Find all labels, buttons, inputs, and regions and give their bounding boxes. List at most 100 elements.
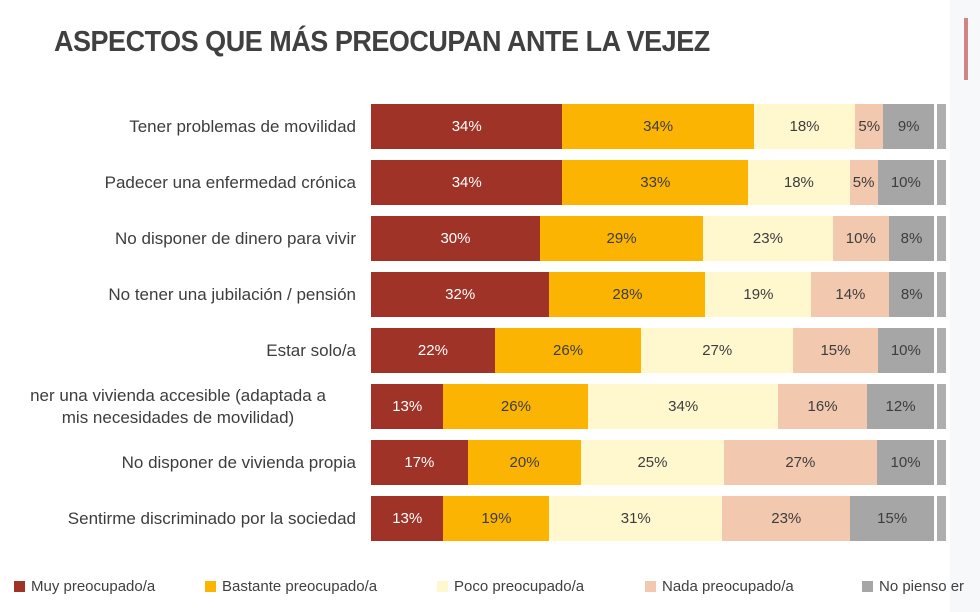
bar-segment: 13% xyxy=(371,496,444,541)
bar-segment: 8% xyxy=(888,216,934,261)
bar-segment: 15% xyxy=(793,328,878,373)
bar-segment: 19% xyxy=(443,496,550,541)
legend-label: No pienso er xyxy=(879,578,965,595)
legend-label: Nada preocupado/a xyxy=(662,578,794,595)
segment-value-label: 34% xyxy=(643,118,674,135)
bar-segment: 30% xyxy=(371,216,540,261)
stacked-bar: 22% 26% 27% 15% 10% xyxy=(371,328,946,373)
chart-row: Sentirme discriminado por la sociedad 13%… xyxy=(0,496,950,541)
chart-legend: Muy preocupado/a Bastante preocupado/a Poc… xyxy=(0,578,980,602)
bar-segment: 5% xyxy=(855,104,884,149)
legend-item: Poco preocupado/a xyxy=(437,578,584,595)
bar-segment: 10% xyxy=(877,160,935,205)
segment-value-label: 22% xyxy=(417,342,448,359)
segment-value-label: 10% xyxy=(890,454,921,471)
bar-segment: 20% xyxy=(467,440,582,485)
chart-row: No tener una jubilación / pensión 32% 28% 1… xyxy=(0,272,950,317)
chart-row: No disponer de dinero para vivir 30% 29% 23… xyxy=(0,216,950,261)
segment-value-label: 25% xyxy=(637,454,668,471)
chart-row: Estar solo/a 22% 26% 27% 15% 10% xyxy=(0,328,950,373)
segment-divider xyxy=(934,272,937,317)
bar-segment: 23% xyxy=(722,496,851,541)
bar-segment: 32% xyxy=(371,272,550,317)
segment-value-label: 28% xyxy=(612,286,643,303)
segment-value-label: 8% xyxy=(900,230,923,247)
segment-value-label: 18% xyxy=(783,174,814,191)
legend-label: Muy preocupado/a xyxy=(31,578,156,595)
legend-item: Muy preocupado/a xyxy=(14,578,155,595)
bar-segment: 31% xyxy=(549,496,723,541)
chart-row: Padecer una enfermedad crónica 34% 33% 18% 5… xyxy=(0,160,950,205)
segment-value-label: 30% xyxy=(440,230,471,247)
legend-swatch xyxy=(645,581,656,592)
bar-segment: 34% xyxy=(371,104,563,149)
segment-value-label: 34% xyxy=(451,174,482,191)
clipped-segment xyxy=(937,328,946,373)
legend-item: Bastante preocupado/a xyxy=(205,578,377,595)
category-label: ner una vivienda accesible (adaptada a mi… xyxy=(0,385,356,428)
segment-value-label: 26% xyxy=(553,342,584,359)
segment-value-label: 19% xyxy=(743,286,774,303)
legend-label: Poco preocupado/a xyxy=(454,578,585,595)
bar-segment: 26% xyxy=(494,328,642,373)
bar-segment: 14% xyxy=(811,272,890,317)
clipped-segment xyxy=(937,104,947,149)
legend-swatch xyxy=(862,581,873,592)
segment-divider xyxy=(934,216,937,261)
bar-segment: 10% xyxy=(877,328,934,373)
clipped-segment xyxy=(937,216,946,261)
chart-title: ASPECTOS QUE MÁS PREOCUPAN ANTE LA VEJEZ xyxy=(54,26,710,58)
segment-value-label: 5% xyxy=(858,118,881,135)
segment-value-label: 19% xyxy=(481,510,512,527)
bar-segment: 15% xyxy=(850,496,934,541)
bar-segment: 12% xyxy=(867,384,935,429)
bar-segment: 8% xyxy=(889,272,934,317)
legend-swatch xyxy=(205,581,216,592)
category-label-line: mis necesidades de movilidad) xyxy=(61,407,295,427)
bar-segment: 33% xyxy=(562,160,749,205)
segment-value-label: 16% xyxy=(807,398,838,415)
legend-swatch xyxy=(14,581,25,592)
segment-value-label: 13% xyxy=(392,398,423,415)
bar-segment: 19% xyxy=(705,272,812,317)
category-label: No disponer de vivienda propia xyxy=(121,452,356,472)
category-label-line: ner una vivienda accesible (adaptada a xyxy=(30,386,326,406)
category-label: No tener una jubilación / pensión xyxy=(108,284,356,304)
bar-segment: 16% xyxy=(777,384,868,429)
segment-value-label: 27% xyxy=(702,342,733,359)
segment-value-label: 27% xyxy=(785,454,816,471)
stacked-bar-chart: Tener problemas de movilidad 34% 34% 18% 5% 9… xyxy=(0,104,950,552)
bar-segment: 28% xyxy=(549,272,706,317)
legend-swatch xyxy=(437,581,448,592)
segment-value-label: 33% xyxy=(640,174,671,191)
segment-value-label: 8% xyxy=(900,286,923,303)
segment-value-label: 12% xyxy=(885,398,916,415)
stacked-bar: 30% 29% 23% 10% 8% xyxy=(371,216,946,261)
bar-segment: 27% xyxy=(723,440,878,485)
segment-divider xyxy=(934,384,938,429)
chart-row: ner una vivienda accesible (adaptada a mi… xyxy=(0,384,950,429)
category-label: Tener problemas de movilidad xyxy=(129,116,356,136)
bar-segment: 5% xyxy=(849,160,878,205)
segment-value-label: 10% xyxy=(890,174,921,191)
bar-segment: 26% xyxy=(443,384,589,429)
category-label: Estar solo/a xyxy=(266,340,356,360)
page-right-strip xyxy=(950,0,980,612)
bar-segment: 23% xyxy=(703,216,833,261)
bar-segment: 10% xyxy=(832,216,889,261)
segment-value-label: 34% xyxy=(668,398,699,415)
category-label: Sentirme discriminado por la sociedad xyxy=(67,508,356,528)
bar-segment: 34% xyxy=(588,384,778,429)
stacked-bar: 17% 20% 25% 27% 10% xyxy=(371,440,946,485)
segment-divider xyxy=(934,104,938,149)
segment-divider xyxy=(933,496,937,541)
stacked-bar: 13% 26% 34% 16% 12% xyxy=(371,384,947,429)
segment-value-label: 18% xyxy=(789,118,820,135)
bar-segment: 29% xyxy=(539,216,704,261)
segment-value-label: 32% xyxy=(445,286,476,303)
bar-segment: 27% xyxy=(641,328,794,373)
stacked-bar: 34% 34% 18% 5% 9% xyxy=(371,104,947,149)
clipped-segment xyxy=(937,440,946,485)
clipped-segment xyxy=(937,384,947,429)
legend-item: No pienso er xyxy=(862,578,964,595)
